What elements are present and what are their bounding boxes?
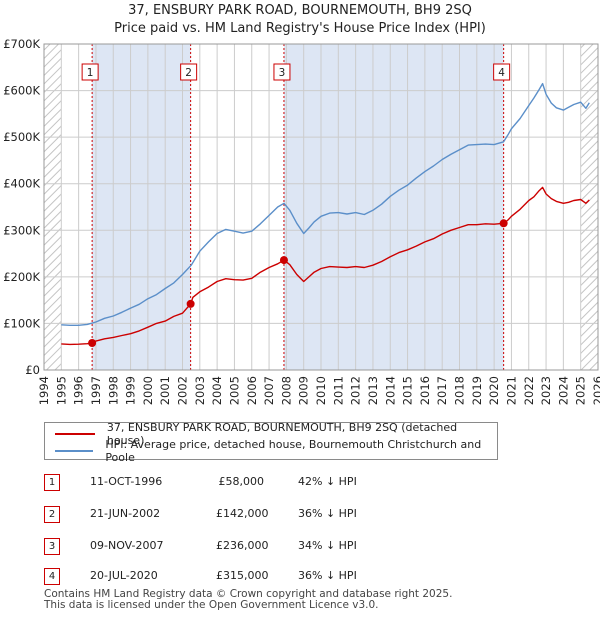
x-tick-label: 2019 xyxy=(470,376,484,405)
price-chart: £0 £100K £200K £300K £400K £500K £600K £700K 199… xyxy=(3,37,600,405)
legend-swatch-hpi xyxy=(55,450,94,452)
x-tick-label: 2016 xyxy=(418,376,432,405)
hpi-line xyxy=(61,82,590,326)
footer-line1: Contains HM Land Registry data © Crown c… xyxy=(44,588,453,600)
x-tick-label: 2022 xyxy=(522,376,536,405)
y-tick-label: £100K xyxy=(3,316,40,330)
sale-label-number: 3 xyxy=(279,67,286,79)
x-tick-label: 2015 xyxy=(401,376,415,405)
legend-item-property: 37, ENSBURY PARK ROAD, BOURNEMOUTH, BH9 … xyxy=(55,421,497,447)
sale-price: £315,000 xyxy=(216,569,269,582)
sale-label-box xyxy=(180,63,198,81)
x-tick-label: 2021 xyxy=(504,376,518,405)
chart-legend: 37, ENSBURY PARK ROAD, BOURNEMOUTH, BH9 … xyxy=(44,421,498,464)
shaded-period xyxy=(283,44,504,370)
sale-label-box xyxy=(81,63,99,81)
x-tick-label: 2025 xyxy=(574,376,588,405)
sale-number-badge: 1 xyxy=(44,474,60,491)
legend-label-property: 37, ENSBURY PARK ROAD, BOURNEMOUTH, BH9 … xyxy=(106,421,458,447)
sale-point xyxy=(279,256,288,265)
sale-date: 09-NOV-2007 xyxy=(90,539,164,552)
sale-hpi-diff: 42% ↓ HPI xyxy=(298,475,357,488)
x-tick-label: 2004 xyxy=(210,376,224,405)
sale-number-badge: 2 xyxy=(44,506,60,523)
sale-point xyxy=(186,299,195,308)
hatched-period xyxy=(580,44,598,370)
x-tick-label: 2013 xyxy=(366,376,380,405)
x-tick-label: 2014 xyxy=(383,376,397,405)
x-tick-label: 2010 xyxy=(314,376,328,405)
x-tick-label: 2017 xyxy=(435,376,449,405)
sale-row: 4 20-JUL-2020 £315,000 36% ↓ HPI xyxy=(44,566,444,586)
sale-price: £142,000 xyxy=(216,507,269,520)
hatched-period xyxy=(44,44,62,370)
x-tick-label: 2011 xyxy=(331,376,345,405)
x-tick-label: 2007 xyxy=(262,376,276,405)
sale-row: 1 11-OCT-1996 £58,000 42% ↓ HPI xyxy=(44,472,444,492)
legend-swatch-property xyxy=(55,433,95,435)
sale-row: 3 09-NOV-2007 £236,000 34% ↓ HPI xyxy=(44,536,444,556)
sale-hpi-diff: 36% ↓ HPI xyxy=(298,569,357,582)
x-tick-label: 2012 xyxy=(349,376,363,405)
y-tick-label: £200K xyxy=(3,270,40,284)
x-tick-label: 2009 xyxy=(297,376,311,405)
x-tick-label: 1996 xyxy=(72,376,86,405)
x-tick-label: 1998 xyxy=(106,376,120,405)
chart-title-line2: Price paid vs. HM Land Registry's House … xyxy=(114,21,486,36)
sale-price: £58,000 xyxy=(218,475,265,488)
sale-hpi-diff: 36% ↓ HPI xyxy=(298,507,357,520)
sale-label-number: 2 xyxy=(185,67,192,79)
x-tick-label: 2023 xyxy=(539,376,553,405)
sale-point xyxy=(88,338,97,347)
x-tick-label: 2003 xyxy=(193,376,207,405)
x-tick-label: 1997 xyxy=(89,376,103,405)
footer-attribution: Contains HM Land Registry data © Crown c… xyxy=(44,589,452,611)
y-tick-label: £700K xyxy=(3,37,40,51)
sale-row: 2 21-JUN-2002 £142,000 36% ↓ HPI xyxy=(44,504,444,524)
plot-border xyxy=(43,43,599,371)
x-tick-label: 1994 xyxy=(37,376,51,405)
property-price-line xyxy=(61,186,590,346)
legend-item-hpi: HPI: Average price, detached house, Bour… xyxy=(55,438,497,464)
sale-label-box xyxy=(273,63,291,81)
x-tick-label: 2001 xyxy=(158,376,172,405)
y-tick-label: £600K xyxy=(3,84,40,98)
shaded-period xyxy=(92,44,191,370)
legend-label-hpi: HPI: Average price, detached house, Bour… xyxy=(105,438,482,464)
sale-number-badge: 3 xyxy=(44,538,60,555)
sale-price: £236,000 xyxy=(216,539,269,552)
x-tick-label: 1995 xyxy=(54,376,68,405)
x-tick-label: 2024 xyxy=(556,376,570,405)
sale-label-number: 4 xyxy=(498,67,505,79)
sale-date: 11-OCT-1996 xyxy=(90,475,163,488)
x-tick-label: 2008 xyxy=(279,376,293,405)
x-tick-label: 2002 xyxy=(176,376,190,405)
sale-number-badge: 4 xyxy=(44,568,60,585)
sale-label-number: 1 xyxy=(87,67,94,79)
chart-title-line1: 37, ENSBURY PARK ROAD, BOURNEMOUTH, BH9 … xyxy=(128,3,472,18)
x-tick-label: 2020 xyxy=(487,376,501,405)
x-tick-label: 2006 xyxy=(245,376,259,405)
sale-label-box xyxy=(493,63,511,81)
sale-point xyxy=(499,219,508,228)
x-tick-label: 2026 xyxy=(591,376,600,405)
x-tick-label: 2005 xyxy=(227,376,241,405)
sale-hpi-diff: 34% ↓ HPI xyxy=(298,539,357,552)
chart-title: 37, ENSBURY PARK ROAD, BOURNEMOUTH, BH9 … xyxy=(0,2,600,38)
x-tick-label: 1999 xyxy=(124,376,138,405)
y-tick-label: £500K xyxy=(3,130,40,144)
x-tick-label: 2000 xyxy=(141,376,155,405)
footer-line2: This data is licensed under the Open Gov… xyxy=(44,599,379,611)
sale-date: 21-JUN-2002 xyxy=(90,507,161,520)
x-tick-label: 2018 xyxy=(453,376,467,405)
y-tick-label: £0 xyxy=(25,363,40,377)
y-tick-label: £400K xyxy=(3,177,40,191)
y-tick-label: £300K xyxy=(3,223,40,237)
sale-date: 20-JUL-2020 xyxy=(90,569,158,582)
